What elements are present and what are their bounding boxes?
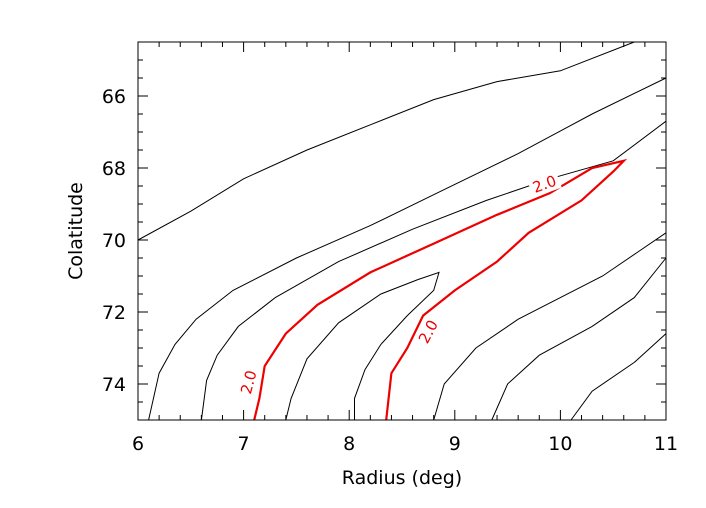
contour-label-gap [413,314,444,350]
contour-line [285,271,440,421]
contour-line [137,41,635,241]
x-axis: 6 7 8 9 10 11 [132,42,678,455]
contour-line [433,232,667,421]
x-tick-label: 8 [343,433,355,455]
y-tick-label: 72 [102,302,126,324]
contour-line [200,120,667,421]
y-tick-label: 70 [102,230,126,252]
contour-label-gap [236,365,262,400]
x-tick-label: 7 [238,433,250,455]
y-axis-label: Colatitude [65,182,87,280]
x-tick-label: 11 [654,433,678,455]
contour-labels: 2.02.02.0 [236,170,562,400]
y-axis: 66 68 70 72 74 [102,41,666,421]
y-tick-label: 68 [102,158,126,180]
x-tick-label: 6 [132,433,144,455]
y-tick-label: 74 [102,374,126,396]
contour-label: 2.0 [237,368,261,396]
contour-line [148,77,667,421]
contour-line-highlight [253,158,628,421]
contour-lines [137,41,667,421]
x-tick-label: 10 [548,433,572,455]
plot-frame [137,41,667,421]
contour-line [491,257,667,421]
y-tick-label: 66 [102,86,126,108]
contour-label-gap [527,170,562,198]
x-tick-label: 9 [449,433,461,455]
contour-line [570,333,667,421]
x-axis-label: Radius (deg) [342,467,462,489]
